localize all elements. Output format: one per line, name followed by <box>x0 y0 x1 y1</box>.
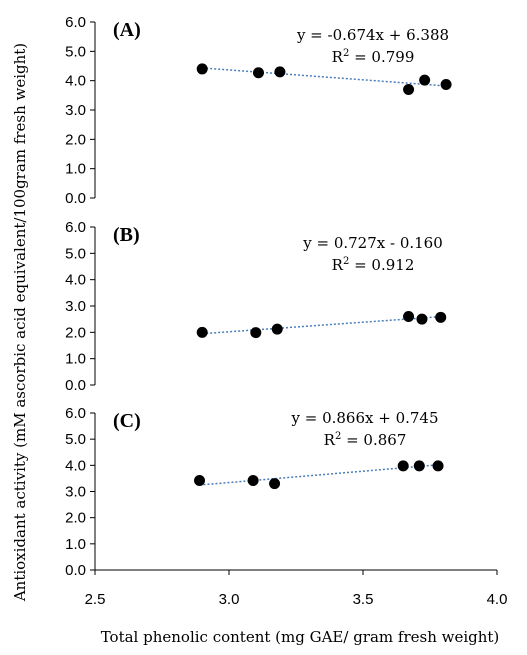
data-point <box>419 74 431 86</box>
y-tick-label: 2.0 <box>65 510 86 527</box>
y-tick-label: 0.0 <box>65 377 86 394</box>
y-tick-label: 3.0 <box>65 102 86 119</box>
y-tick-label: 3.0 <box>65 484 86 501</box>
panel-2: 0.0 1.0 2.0 3.0 4.0 5.0 6.0 (B) y = 0.727x - 0.1… <box>65 219 447 394</box>
r-squared-value: = 0.799 <box>349 48 414 66</box>
panel-3: 0.0 1.0 2.0 3.0 4.0 5.0 6.0 (C) y = 0.866x + 0.7… <box>65 405 444 579</box>
regression-equation: y = -0.674x + 6.388 <box>296 26 449 44</box>
data-point <box>194 475 206 487</box>
panel-1: 0.0 1.0 2.0 3.0 4.0 5.0 6.0 (A) y = -0.674x + 6.… <box>65 14 452 207</box>
y-tick-label: 6.0 <box>65 405 86 422</box>
r-squared-value: = 0.867 <box>341 431 406 449</box>
r-squared: R2 = 0.799 <box>332 48 415 66</box>
regression-equation: y = 0.866x + 0.745 <box>290 409 438 427</box>
y-tick-label: 4.0 <box>65 272 86 289</box>
panel-label: (A) <box>113 19 141 41</box>
y-tick-label: 3.0 <box>65 298 86 315</box>
y-tick-label: 0.0 <box>65 190 86 207</box>
data-point <box>435 311 447 323</box>
data-point <box>196 63 208 75</box>
r-squared-superscript: 2 <box>343 256 349 267</box>
data-point <box>252 67 264 79</box>
data-point <box>271 323 283 335</box>
r-squared-value: = 0.912 <box>349 256 414 274</box>
y-tick-label: 0.0 <box>65 562 86 579</box>
y-tick-label: 5.0 <box>65 43 86 60</box>
y-tick-label: 5.0 <box>65 245 86 262</box>
r-squared-symbol: R <box>332 48 344 66</box>
x-tick-label: 4.0 <box>487 591 508 608</box>
y-tick-label: 4.0 <box>65 73 86 90</box>
data-point <box>196 326 208 338</box>
y-tick-label: 1.0 <box>65 351 86 368</box>
r-squared-symbol: R <box>324 431 336 449</box>
data-point <box>397 460 409 472</box>
panel-label: (C) <box>113 410 141 432</box>
data-point <box>274 66 286 78</box>
data-point <box>403 311 415 323</box>
data-point <box>413 460 425 472</box>
r-squared-superscript: 2 <box>343 48 349 59</box>
x-axis: 2.5 3.0 3.5 4.0 <box>85 569 508 608</box>
panel-label: (B) <box>113 224 140 246</box>
r-squared-superscript: 2 <box>335 431 341 442</box>
data-point <box>250 327 262 339</box>
data-point <box>269 478 281 490</box>
data-point <box>440 78 452 90</box>
data-point <box>403 83 415 95</box>
y-tick-label: 6.0 <box>65 219 86 236</box>
data-point <box>247 475 259 487</box>
data-point <box>416 313 428 325</box>
trendline <box>202 67 447 87</box>
y-tick-label: 4.0 <box>65 457 86 474</box>
x-tick-label: 2.5 <box>85 591 106 608</box>
y-tick-label: 1.0 <box>65 161 86 178</box>
y-tick-label: 5.0 <box>65 431 86 448</box>
r-squared-symbol: R <box>332 256 344 274</box>
x-tick-label: 3.0 <box>219 591 240 608</box>
y-tick-label: 2.0 <box>65 324 86 341</box>
data-point <box>432 460 444 472</box>
panels-group: 0.0 1.0 2.0 3.0 4.0 5.0 6.0 (A) y = -0.674x + 6.… <box>65 14 452 579</box>
regression-equation: y = 0.727x - 0.160 <box>302 234 443 252</box>
x-axis-title: Total phenolic content (mg GAE/ gram fre… <box>101 628 500 646</box>
y-axis-title: Antioxidant activity (mM ascorbic acid e… <box>11 43 29 602</box>
x-tick-label: 3.5 <box>353 591 374 608</box>
r-squared: R2 = 0.912 <box>332 256 415 274</box>
r-squared: R2 = 0.867 <box>324 431 407 449</box>
y-tick-label: 6.0 <box>65 14 86 31</box>
y-tick-label: 1.0 <box>65 536 86 553</box>
y-tick-label: 2.0 <box>65 131 86 148</box>
